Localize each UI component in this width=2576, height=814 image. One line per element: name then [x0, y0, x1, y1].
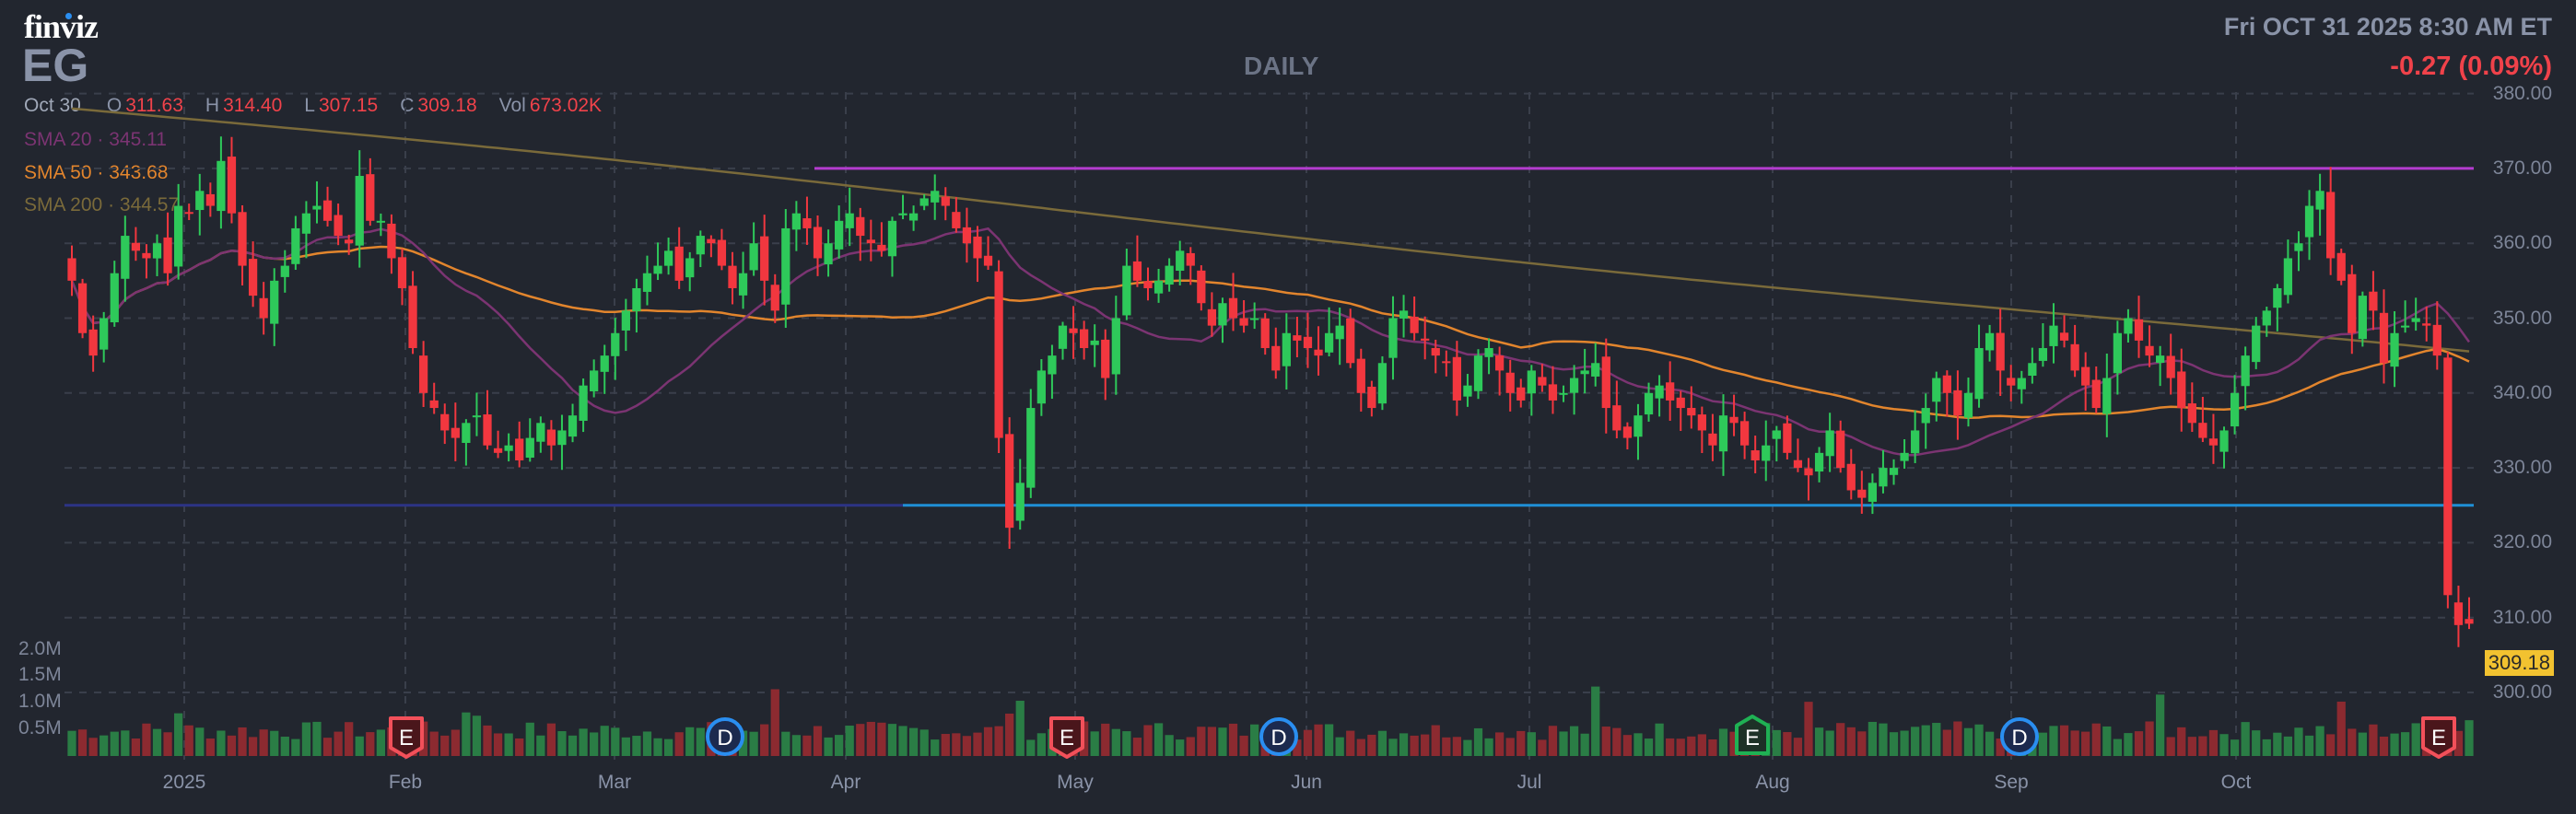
volume-tick: 1.5M	[18, 664, 62, 685]
price-tick: 320.00	[2492, 531, 2552, 553]
time-tick: May	[1057, 772, 1094, 793]
svg-text:E: E	[1060, 726, 1074, 750]
open-label: O	[106, 95, 123, 116]
time-tick: Apr	[830, 772, 861, 793]
open-value: 311.63	[125, 95, 183, 116]
price-tick: 360.00	[2492, 232, 2552, 254]
earnings-marker-icon[interactable]: E	[2421, 716, 2456, 759]
ticker-symbol: EG	[22, 40, 89, 91]
volume-tick: 1.0M	[18, 691, 62, 712]
high-label: H	[205, 95, 220, 116]
price-tick: 300.00	[2492, 681, 2552, 703]
timeframe-label: DAILY	[1244, 52, 1319, 80]
ohlc-date: Oct 30	[24, 95, 81, 116]
time-tick: Feb	[388, 772, 423, 793]
price-tick: 330.00	[2492, 457, 2552, 479]
close-value: 309.18	[417, 95, 477, 116]
price-tick: 380.00	[2492, 82, 2552, 104]
price-tick: 310.00	[2492, 606, 2552, 628]
volume-label: Vol	[498, 95, 526, 116]
finviz-logo[interactable]: finviz	[24, 8, 99, 45]
time-tick: Jun	[1291, 772, 1322, 793]
earnings-marker-icon[interactable]: E	[1049, 716, 1084, 759]
price-tick: 340.00	[2492, 381, 2552, 403]
svg-text:E: E	[399, 726, 414, 750]
last-price-tag: 309.18	[2484, 650, 2554, 676]
time-tick: Sep	[1994, 772, 2029, 793]
time-tick: Oct	[2220, 772, 2252, 793]
sma200-legend[interactable]: SMA 200 · 344.57	[24, 194, 180, 215]
time-tick: Aug	[1755, 772, 1790, 793]
time-tick: Jul	[1516, 772, 1542, 793]
sma20-legend[interactable]: SMA 20 · 345.11	[24, 129, 167, 150]
svg-text:E: E	[2431, 726, 2446, 750]
svg-text:E: E	[1745, 726, 1760, 750]
datetime: Fri OCT 31 2025 8:30 AM ET	[2223, 13, 2552, 41]
volume-tick: 0.5M	[18, 717, 62, 738]
close-label: C	[400, 95, 415, 116]
svg-text:D: D	[2011, 726, 2027, 750]
dividend-marker-icon[interactable]: D	[2000, 717, 2039, 756]
earnings-marker-icon[interactable]: E	[389, 716, 424, 759]
svg-text:D: D	[717, 726, 732, 750]
time-tick: Mar	[597, 772, 632, 793]
price-change: -0.27 (0.09%)	[2390, 52, 2552, 81]
price-tick: 370.00	[2492, 157, 2552, 179]
ohlc-readout: Oct 30 O 311.63 H 314.40 L 307.15 C 309.18 V…	[24, 95, 624, 117]
volume-value: 673.02K	[529, 95, 603, 116]
low-label: L	[304, 95, 315, 116]
earnings-marker-icon[interactable]: E	[1735, 715, 1770, 755]
dividend-marker-icon[interactable]: D	[1259, 717, 1298, 756]
dividend-marker-icon[interactable]: D	[706, 717, 744, 756]
volume-tick: 2.0M	[18, 638, 62, 659]
svg-text:D: D	[1270, 726, 1286, 750]
time-tick: 2025	[162, 772, 206, 793]
logo-dot	[65, 13, 72, 19]
low-value: 307.15	[318, 95, 379, 116]
sma50-legend[interactable]: SMA 50 · 343.68	[24, 162, 169, 183]
high-value: 314.40	[223, 95, 283, 116]
price-tick: 350.00	[2492, 307, 2552, 329]
